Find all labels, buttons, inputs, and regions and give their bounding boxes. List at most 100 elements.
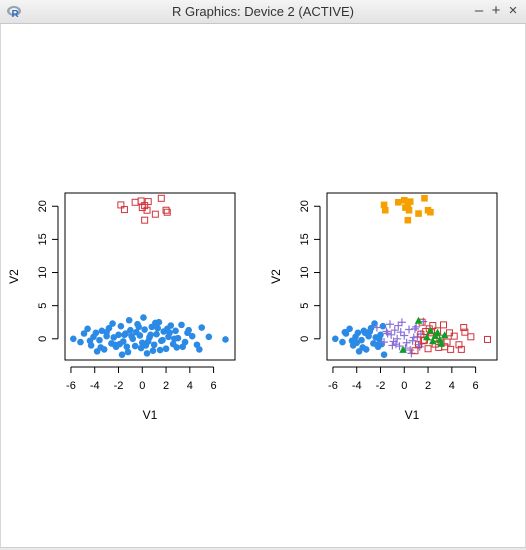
blue-filled-circle-point [353,339,361,347]
blue-filled-circle-point [188,332,196,340]
maximize-button[interactable]: + [491,2,501,19]
blue-filled-circle-point [172,327,179,335]
red-open-square-point [144,198,152,206]
blue-filled-circle-point [135,323,143,331]
blue-filled-circle-point [70,335,77,343]
blue-filled-circle-point [153,330,160,338]
y-tick-label: 5 [37,303,49,309]
blue-filled-circle-point [371,320,378,327]
blue-filled-circle-point [140,314,147,321]
red-open-square-point [162,206,170,214]
purple-plus-point [409,333,418,342]
blue-filled-circle-point [171,335,178,343]
blue-filled-circle-point [346,325,353,333]
blue-filled-circle-point [152,319,159,327]
blue-filled-circle-point [159,336,166,344]
r-app-icon: R [7,6,21,20]
x-tick-label: 0 [139,380,145,392]
red-open-square-point [151,210,159,218]
orange-filled-square-point [405,206,413,214]
blue-filled-circle-point [185,326,192,334]
x-tick-label: -6 [328,380,338,392]
purple-plus-point [372,323,381,332]
green-filled-triangle-point [437,339,445,347]
blue-filled-circle-point [147,331,154,339]
red-open-square-point [450,332,458,340]
blue-filled-circle-point [133,328,140,336]
blue-filled-circle-point [96,336,103,344]
orange-filled-square-point [381,206,389,214]
red-open-square-point [143,206,151,214]
red-open-square-point [120,206,128,214]
blue-filled-circle-point [121,331,128,339]
x-tick-label: 0 [401,380,407,392]
blue-filled-circle-point [163,325,171,333]
window-titlebar: R R Graphics: Device 2 (ACTIVE) – + × [0,0,526,24]
green-filled-triangle-point [414,316,423,324]
blue-filled-circle-point [376,335,383,343]
x-tick-label: 4 [449,380,455,392]
green-filled-triangle-point [399,345,407,353]
blue-filled-circle-point [366,328,374,335]
window-bottom-border [0,547,526,550]
orange-filled-square-point [404,216,412,224]
purple-plus-point [405,325,414,334]
x-tick-label: 2 [425,380,431,392]
green-filled-triangle-point [429,337,437,345]
x-tick-label: -2 [376,380,386,392]
blue-filled-circle-point [178,321,185,329]
blue-filled-circle-point [127,326,134,334]
y-tick-label: 10 [299,266,311,278]
blue-filled-circle-point [77,338,84,346]
purple-plus-point [396,328,405,337]
y-tick-label: 0 [37,336,49,342]
blue-filled-circle-point [115,331,122,339]
red-open-square-point [411,347,419,355]
plot-2-x-axis-title: V1 [405,408,420,422]
blue-filled-circle-point [118,351,126,358]
close-button[interactable]: × [508,2,518,19]
y-tick-label: 10 [37,266,49,278]
plot-1-frame [64,192,236,361]
purple-plus-point [382,327,391,336]
blue-filled-circle-point [141,326,148,333]
orange-filled-square-point [421,195,428,202]
blue-filled-circle-point [198,324,206,331]
window-title: R Graphics: Device 2 (ACTIVE) [171,4,355,19]
y-tick-label: 5 [299,303,311,309]
purple-plus-point [410,324,419,333]
purple-plus-point [391,340,400,349]
purple-plus-point [402,338,411,347]
plot-2-frame [326,192,498,361]
blue-filled-circle-point [156,346,164,354]
green-filled-triangle-point [423,333,431,341]
blue-filled-circle-point [181,338,189,346]
blue-filled-circle-point [332,335,339,343]
blue-filled-circle-point [128,332,135,340]
minimize-button[interactable]: – [474,2,484,19]
blue-filled-circle-point [143,350,151,357]
purple-plus-point [412,322,421,331]
blue-filled-circle-point [92,329,100,337]
y-tick-label: 15 [37,233,49,245]
red-open-square-point [131,198,139,206]
blue-filled-circle-point [162,345,170,353]
blue-filled-circle-point [86,337,94,345]
red-open-square-point [141,202,149,210]
purple-plus-point [387,330,396,339]
plot-canvas: -6 -4 -2 0 2 4 6 0 5 10 15 20 V1 V2 -6 -4 -2 0 2 4 6 0 5 10 15 20… [7,192,498,422]
red-open-square-point [467,333,475,341]
plot-1-x-axis-title: V1 [143,408,158,422]
red-open-square-point [483,335,491,343]
red-open-square-point [461,328,469,336]
purple-plus-point [415,342,424,351]
y-tick-label: 20 [299,200,311,212]
purple-plus-point [383,329,392,338]
purple-plus-point [388,341,397,350]
x-tick-label: 2 [163,380,169,392]
purple-plus-point [408,336,417,345]
red-open-square-point [424,345,432,353]
green-filled-triangle-point [436,335,444,343]
purple-plus-point [380,338,389,347]
x-tick-label: 4 [187,380,193,392]
